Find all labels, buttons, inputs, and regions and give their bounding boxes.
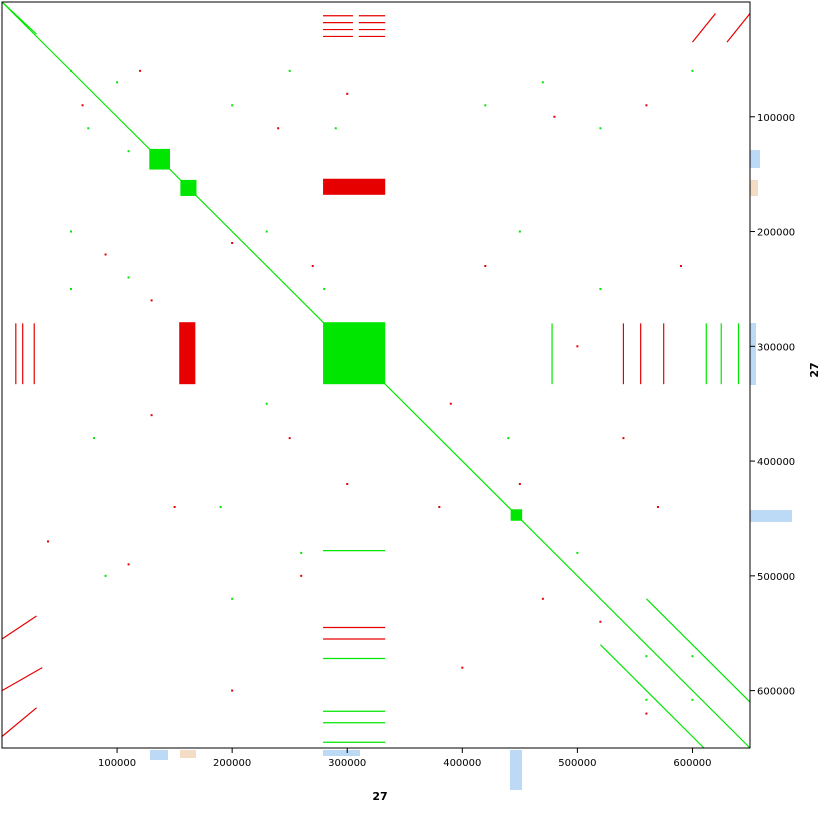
match-dot — [231, 689, 234, 692]
match-dot — [47, 540, 50, 543]
match-dot — [449, 402, 452, 405]
match-dot — [679, 264, 682, 267]
match-dot — [346, 483, 349, 486]
match-segment — [1, 1, 37, 35]
match-dot — [576, 345, 579, 348]
match-dot — [116, 81, 119, 84]
match-dot — [104, 574, 107, 577]
match-dot — [438, 505, 441, 508]
match-segment — [726, 13, 751, 43]
coverage-bar — [750, 510, 792, 522]
match-dot — [518, 483, 521, 486]
match-segment — [1, 1, 751, 749]
match-dot — [231, 242, 234, 245]
match-dot — [311, 264, 314, 267]
match-dot — [599, 287, 602, 290]
match-dot — [231, 104, 234, 107]
match-dot — [288, 437, 291, 440]
plot-area — [1, 1, 751, 749]
match-segment — [1, 615, 37, 640]
y-tick-label: 100000 — [757, 113, 795, 124]
match-dot — [81, 104, 84, 107]
match-dot — [622, 437, 625, 440]
match-dot — [219, 505, 222, 508]
match-dot — [277, 127, 280, 130]
coverage-bar — [750, 180, 758, 196]
match-segment — [691, 13, 716, 43]
x-axis-label: 27 — [372, 790, 387, 803]
y-tick-label: 600000 — [757, 687, 795, 698]
match-dot — [691, 698, 694, 701]
match-dot — [173, 505, 176, 508]
coverage-bar — [323, 750, 360, 756]
match-dot — [87, 127, 90, 130]
match-dot — [461, 666, 464, 669]
match-dot — [346, 92, 349, 95]
coverage-bar — [150, 750, 168, 760]
y-tick-label: 500000 — [757, 572, 795, 583]
coverage-bar — [750, 323, 756, 385]
match-dot — [484, 104, 487, 107]
match-dot — [484, 264, 487, 267]
match-dot — [599, 620, 602, 623]
match-dot — [127, 563, 130, 566]
x-tick-label: 200000 — [213, 758, 251, 769]
match-dot — [541, 81, 544, 84]
match-dot — [334, 127, 337, 130]
coverage-bar — [180, 750, 196, 758]
match-dot — [288, 69, 291, 72]
y-tick-label: 300000 — [757, 342, 795, 353]
x-tick-label: 500000 — [558, 758, 596, 769]
match-dot — [691, 69, 694, 72]
x-tick-label: 100000 — [98, 758, 136, 769]
match-dot — [70, 69, 73, 72]
match-dot — [507, 437, 510, 440]
match-segment — [599, 644, 705, 749]
coverage-bar — [750, 150, 760, 168]
match-dot — [645, 712, 648, 715]
match-dot — [323, 287, 326, 290]
match-dot — [656, 505, 659, 508]
match-dot — [70, 287, 73, 290]
x-tick-label: 600000 — [673, 758, 711, 769]
match-dot — [139, 69, 142, 72]
match-block — [179, 322, 196, 385]
match-dot — [541, 597, 544, 600]
match-segment — [1, 667, 43, 692]
y-axis-label: 27 — [808, 362, 821, 377]
match-dot — [150, 299, 153, 302]
match-dot — [300, 551, 303, 554]
match-dot — [300, 574, 303, 577]
match-segment — [646, 598, 751, 703]
match-block — [323, 178, 386, 195]
match-segment — [1, 707, 37, 737]
match-dot — [127, 276, 130, 279]
match-dot — [645, 698, 648, 701]
match-dot — [104, 253, 107, 256]
match-dot — [645, 104, 648, 107]
match-dot — [150, 414, 153, 417]
match-dot — [576, 551, 579, 554]
match-dot — [127, 150, 130, 153]
frame — [1, 1, 751, 749]
match-dot — [265, 402, 268, 405]
match-dot — [691, 655, 694, 658]
match-dot — [265, 230, 268, 233]
match-dot — [70, 230, 73, 233]
match-dot — [553, 115, 556, 118]
coverage-bar — [510, 750, 522, 790]
match-dot — [645, 655, 648, 658]
x-tick-label: 300000 — [328, 758, 366, 769]
y-tick-label: 400000 — [757, 457, 795, 468]
match-dot — [599, 127, 602, 130]
y-tick-label: 200000 — [757, 228, 795, 239]
x-tick-label: 400000 — [443, 758, 481, 769]
match-dot — [93, 437, 96, 440]
match-dot — [231, 597, 234, 600]
match-dot — [518, 230, 521, 233]
